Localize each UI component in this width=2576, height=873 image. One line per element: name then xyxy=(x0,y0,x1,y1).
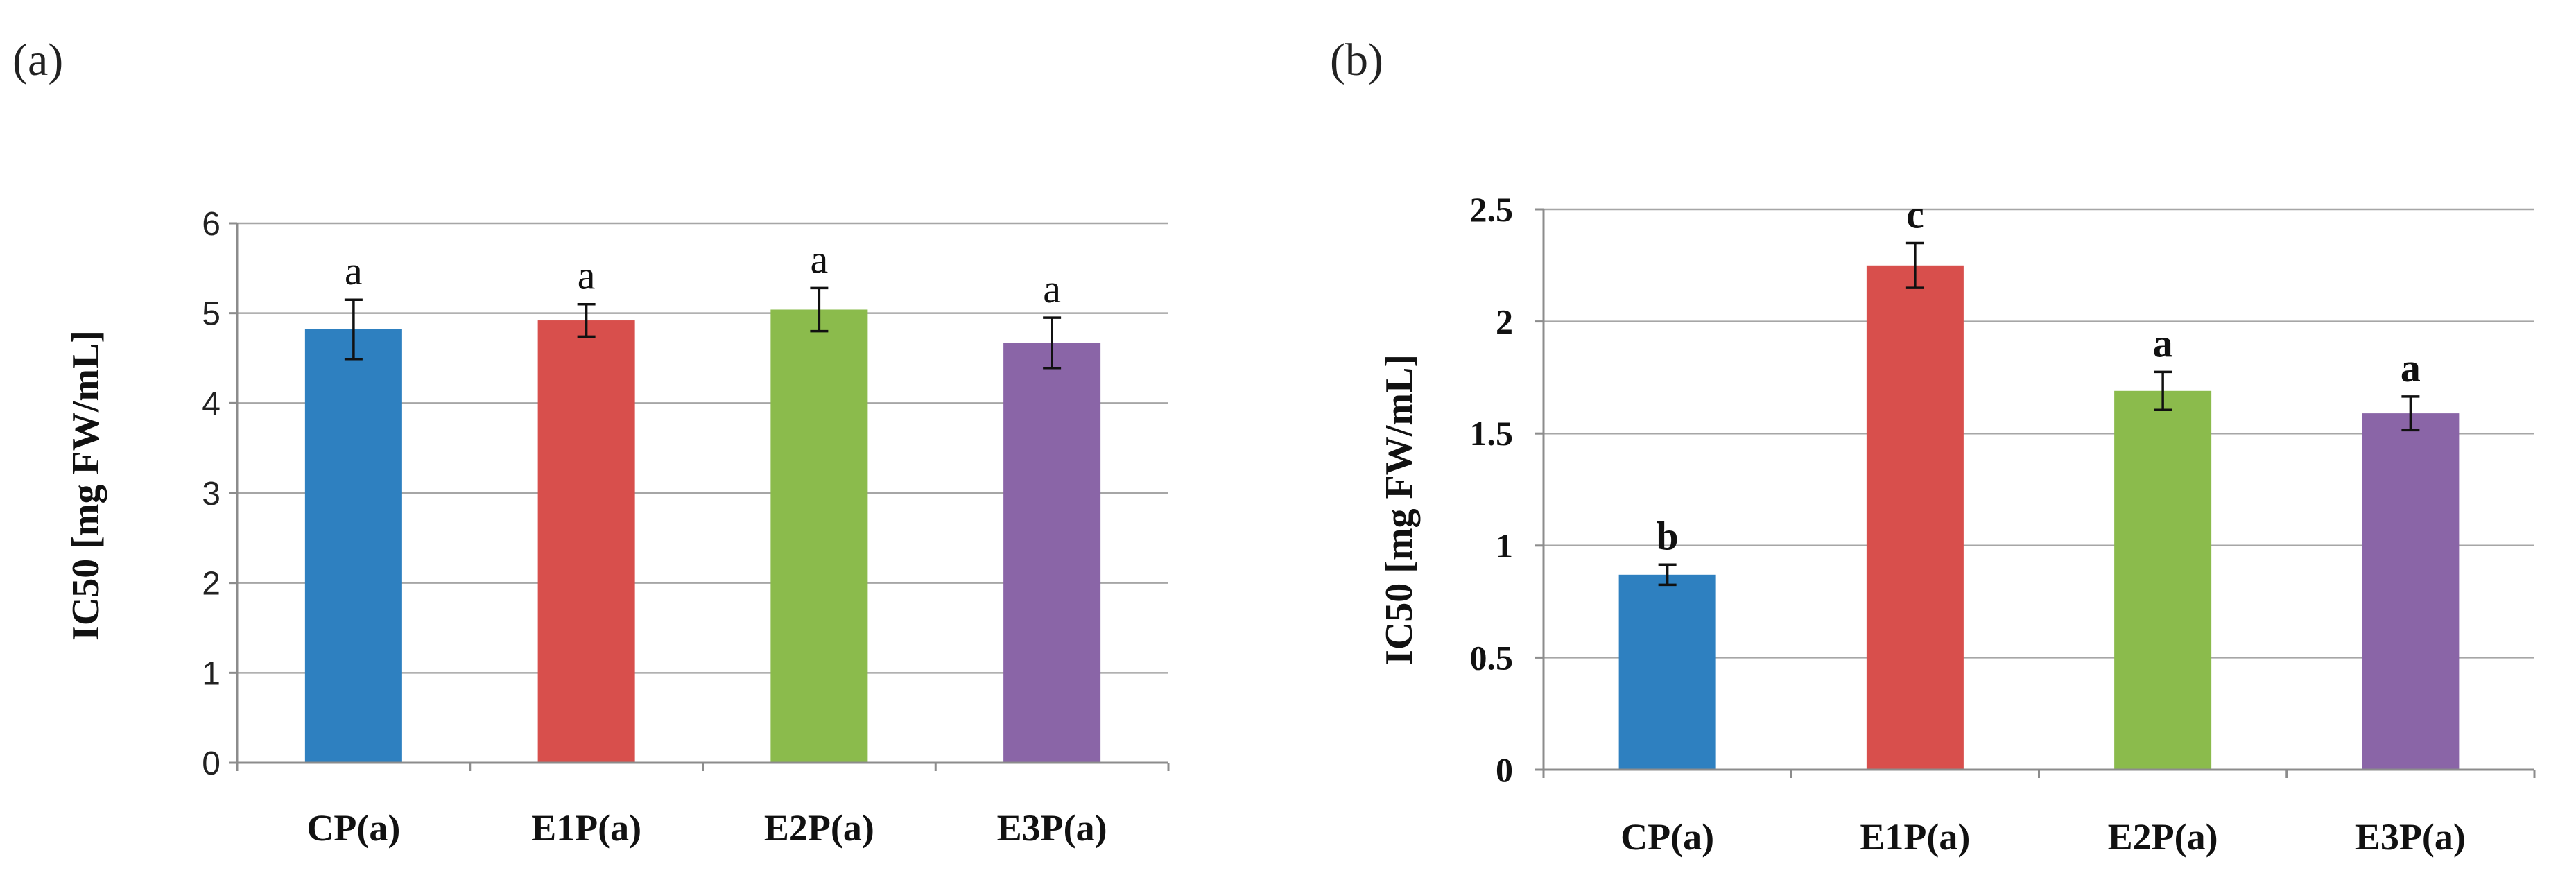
y-ticks-a: 0 1 2 3 4 5 6 xyxy=(202,206,221,782)
significance-label: a xyxy=(811,236,829,282)
x-ticks-b: CP(a) E1P(a) E2P(a) E3P(a) xyxy=(1620,816,2466,858)
error-bar xyxy=(1658,563,1677,587)
y-tick-label: 6 xyxy=(202,206,221,243)
y-tick-label: 1 xyxy=(202,655,221,692)
significance-labels-b: b c a a xyxy=(1656,191,2420,558)
x-tick-label: E3P(a) xyxy=(997,807,1107,849)
y-tick-label: 4 xyxy=(202,386,221,422)
y-tick-label: 0.5 xyxy=(1470,638,1514,677)
significance-label: a xyxy=(578,253,596,298)
error-bar xyxy=(810,286,829,333)
significance-labels-a: a a aa xyxy=(345,236,1061,311)
significance-label: a xyxy=(2401,345,2421,390)
y-tick-label: 0 xyxy=(1496,750,1513,789)
y-tick-label: 3 xyxy=(202,476,221,512)
error-bar xyxy=(1043,316,1062,370)
y-tick-label: 1 xyxy=(1496,526,1513,565)
significance-label: b xyxy=(1656,513,1678,558)
y-tick-label: 2 xyxy=(202,566,221,603)
error-bars-b xyxy=(1658,241,2420,587)
bar xyxy=(2114,390,2212,770)
x-tick-label: CP(a) xyxy=(306,807,400,849)
significance-label: a xyxy=(345,248,363,293)
x-tick-label: E3P(a) xyxy=(2355,816,2466,858)
y-tick-label: 2 xyxy=(1496,302,1513,341)
bar xyxy=(537,320,635,763)
significance-label: a xyxy=(2153,320,2173,365)
bar xyxy=(770,309,868,763)
significance-label: c xyxy=(1906,191,1924,236)
y-tick-label: 5 xyxy=(202,296,221,333)
axes-b xyxy=(1535,208,2536,778)
axes-a xyxy=(229,222,1170,771)
bars-b xyxy=(1618,265,2460,770)
error-bar xyxy=(577,302,596,338)
error-bar xyxy=(1905,241,1924,289)
x-tick-label: E2P(a) xyxy=(764,807,874,849)
bar xyxy=(1003,343,1101,763)
x-ticks-a: CP(a) E1P(a) E2P(a) E3P(a) xyxy=(306,807,1107,849)
significance-label: a xyxy=(1043,266,1061,311)
bars-a xyxy=(304,309,1101,763)
bar xyxy=(1618,574,1716,770)
x-tick-label: E2P(a) xyxy=(2108,816,2218,858)
error-bar xyxy=(344,298,363,361)
y-ticks-b: 0 0.5 1 1.5 2 2.5 xyxy=(1470,190,1514,789)
x-tick-label: E1P(a) xyxy=(531,807,641,849)
bar xyxy=(304,329,402,763)
panel-label-a: (a) xyxy=(12,35,63,85)
y-tick-label: 1.5 xyxy=(1470,414,1514,453)
error-bar xyxy=(2154,370,2172,412)
x-tick-label: CP(a) xyxy=(1620,816,1714,858)
y-tick-label: 2.5 xyxy=(1470,190,1514,229)
error-bar xyxy=(2401,395,2420,432)
y-tick-label: 0 xyxy=(202,745,221,782)
error-bars-a xyxy=(344,286,1062,370)
y-axis-label-b: IC50 [mg FW/mL] xyxy=(1378,354,1421,665)
chart-panel-b: (b) b c a a 0 0.5 1 1.5 2 2.5 CP(a) E1P(a) E2P(a) E… xyxy=(1330,35,2536,858)
chart-panel-a: (a) a a a a 0 1 2 3 4 5 6 CP(a) E1P(a) E2P(a) E3P(a)… xyxy=(12,35,1170,849)
bar xyxy=(1866,265,1964,770)
bar xyxy=(2362,413,2460,770)
y-axis-label-a: IC50 [mg FW/mL] xyxy=(64,330,107,641)
x-tick-label: E1P(a) xyxy=(1860,816,1970,858)
panel-label-b: (b) xyxy=(1330,35,1383,85)
